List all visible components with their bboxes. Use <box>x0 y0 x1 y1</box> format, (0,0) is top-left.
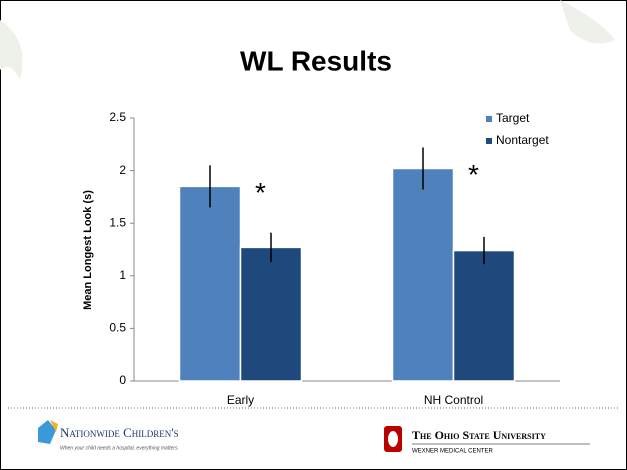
footer-left-tagline: When your child needs a hospital, everyt… <box>60 445 179 451</box>
footer-right: The Ohio State University <box>412 428 546 442</box>
bar <box>241 247 302 381</box>
bar <box>454 251 515 381</box>
y-tick-label: 2 <box>119 163 126 177</box>
y-tick-label: 2.5 <box>109 110 126 124</box>
legend-swatch <box>486 138 492 144</box>
legend-swatch <box>486 116 492 122</box>
y-tick-label: 0 <box>119 373 126 387</box>
annotation: * <box>468 159 479 190</box>
slide: WL Results Mean Longest Look (s) Nationw… <box>0 0 627 470</box>
y-tick-label: 1.5 <box>109 215 126 229</box>
footer-right-sub: WEXNER MEDICAL CENTER <box>412 449 493 455</box>
x-tick-label: Early <box>227 393 254 407</box>
annotation: * <box>255 177 266 208</box>
x-tick-label: NH Control <box>424 393 483 407</box>
left-logo: Nationwide Children's When your child ne… <box>38 420 179 451</box>
y-tick-label: 1 <box>119 268 126 282</box>
bar <box>393 168 454 381</box>
logo-icon <box>388 431 398 447</box>
chart-title: WL Results <box>240 45 392 76</box>
legend-label: Target <box>496 111 530 125</box>
y-tick-label: 0.5 <box>109 321 126 335</box>
footer-left: Nationwide Children's <box>60 425 179 440</box>
bar <box>180 186 241 381</box>
legend-label: Nontarget <box>496 133 549 147</box>
y-axis-label: Mean Longest Look (s) <box>82 190 94 310</box>
